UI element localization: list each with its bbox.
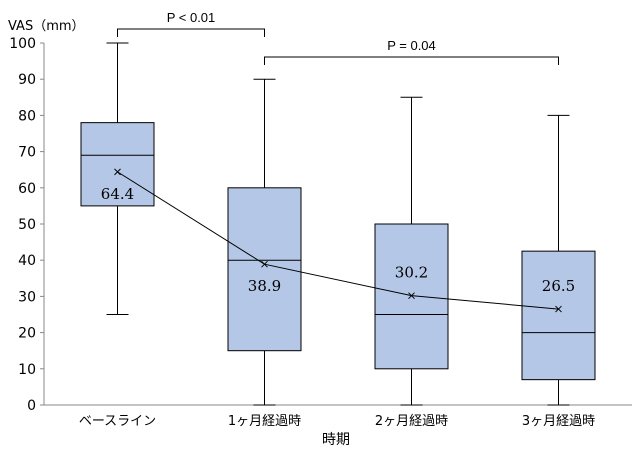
y-tick-label: 50 <box>18 217 36 233</box>
y-tick-label: 20 <box>18 326 36 342</box>
x-tick-label: ベースライン <box>79 414 156 429</box>
y-tick-label: 0 <box>27 398 36 414</box>
y-tick-label: 10 <box>18 362 36 378</box>
y-axis-title: VAS（mm） <box>8 19 85 34</box>
mean-marker-stroke <box>114 168 121 176</box>
axes: 0 10 20 30 40 50 60 70 80 90 100 ベースライン 1ヶ月経過時 2ヶ月経過時… <box>9 36 632 429</box>
box <box>80 122 155 207</box>
x-tick-label: 3ヶ月経過時 <box>522 414 595 429</box>
mean-marker <box>114 168 121 176</box>
mean-marker <box>555 305 562 313</box>
mean-marker <box>408 292 415 300</box>
bracket-line <box>264 56 559 65</box>
mean-marker-stroke <box>555 305 562 313</box>
mean-trend-line <box>117 171 559 310</box>
significance-bracket: P < 0.01 <box>117 10 265 37</box>
mean-value-label: 26.5 <box>542 277 575 295</box>
boxes <box>80 42 596 406</box>
x-tick-label: 1ヶ月経過時 <box>228 414 301 429</box>
y-tick-label: 80 <box>18 108 36 124</box>
y-tick-label: 60 <box>18 181 36 197</box>
y-tick-label: 100 <box>9 36 36 52</box>
bracket-line <box>117 28 265 37</box>
y-tick-label: 30 <box>18 289 36 305</box>
significance-bracket: P = 0.04 <box>264 38 559 65</box>
x-axis-title: 時期 <box>322 432 350 448</box>
y-tick-label: 40 <box>18 253 36 269</box>
mean-value-label: 30.2 <box>395 264 428 282</box>
mean-marker-stroke <box>261 260 268 268</box>
significance-annotations: P < 0.01 P = 0.04 <box>117 10 559 65</box>
mean-marker-stroke <box>408 292 415 300</box>
box <box>374 223 449 370</box>
y-tick-label: 90 <box>18 72 36 88</box>
y-tick-label: 70 <box>18 145 36 161</box>
mean-value-label: 38.9 <box>248 277 281 295</box>
p-value-label: P = 0.04 <box>387 38 436 53</box>
p-value-label: P < 0.01 <box>167 10 216 25</box>
mean-line: 64.4 38.9 30.2 26.5 <box>101 168 575 313</box>
mean-value-label: 64.4 <box>101 185 134 203</box>
box <box>521 250 596 381</box>
mean-marker <box>261 260 268 268</box>
x-tick-label: 2ヶ月経過時 <box>375 414 448 429</box>
